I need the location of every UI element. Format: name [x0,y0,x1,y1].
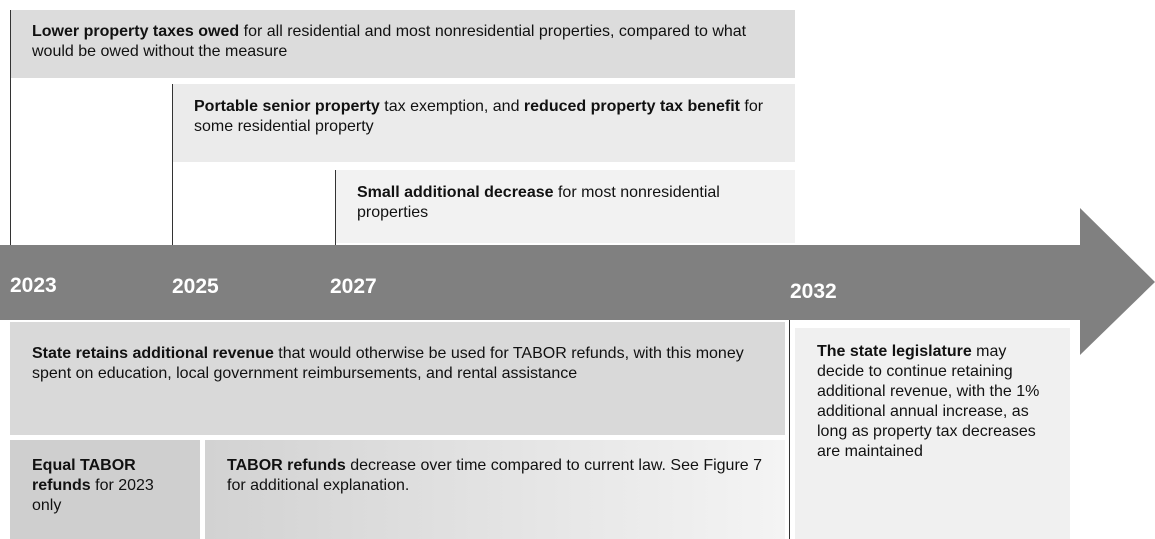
bold-text: Portable senior property [194,98,380,115]
bottom-box: TABOR refunds decrease over time compare… [205,440,785,539]
text: tax exemption, and [379,98,524,115]
top-box: Portable senior property tax exemption, … [172,84,795,162]
timeline-arrow [0,208,1155,355]
year-label: 2025 [172,275,219,298]
text: for most nonresidential properties [357,184,720,221]
divider [789,320,790,539]
top-box: Small additional decrease for most nonre… [335,170,795,243]
bold-text: The state legislature [817,343,972,360]
text: that would otherwise be used for TABOR r… [32,345,744,382]
year-label: 2027 [330,275,377,298]
bold-text: Equal TABOR refunds [32,457,136,494]
year-label: 2023 [10,274,57,297]
bold-text: Small additional decrease [357,184,554,201]
bottom-box: Equal TABOR refunds for 2023 only [10,440,200,539]
bold-text: State retains additional revenue [32,345,274,362]
divider [335,170,336,245]
bold-text: reduced property tax benefit [523,98,740,115]
text: decrease over time compared to current l… [227,457,763,494]
divider [10,10,11,245]
text: for 2023 only [32,477,154,514]
bottom-box: The state legislature may decide to cont… [795,328,1070,539]
bold-text: TABOR refunds [227,457,346,474]
bottom-box: State retains additional revenue that wo… [10,322,785,435]
bold-text: Lower property taxes owed [32,23,240,40]
year-label: 2032 [790,280,837,303]
text: for some residential property [194,98,764,135]
text: for all residential and most nonresident… [32,23,747,60]
divider [172,84,173,245]
text: may decide to continue retaining additio… [817,343,1040,460]
top-box: Lower property taxes owed for all reside… [10,10,795,78]
